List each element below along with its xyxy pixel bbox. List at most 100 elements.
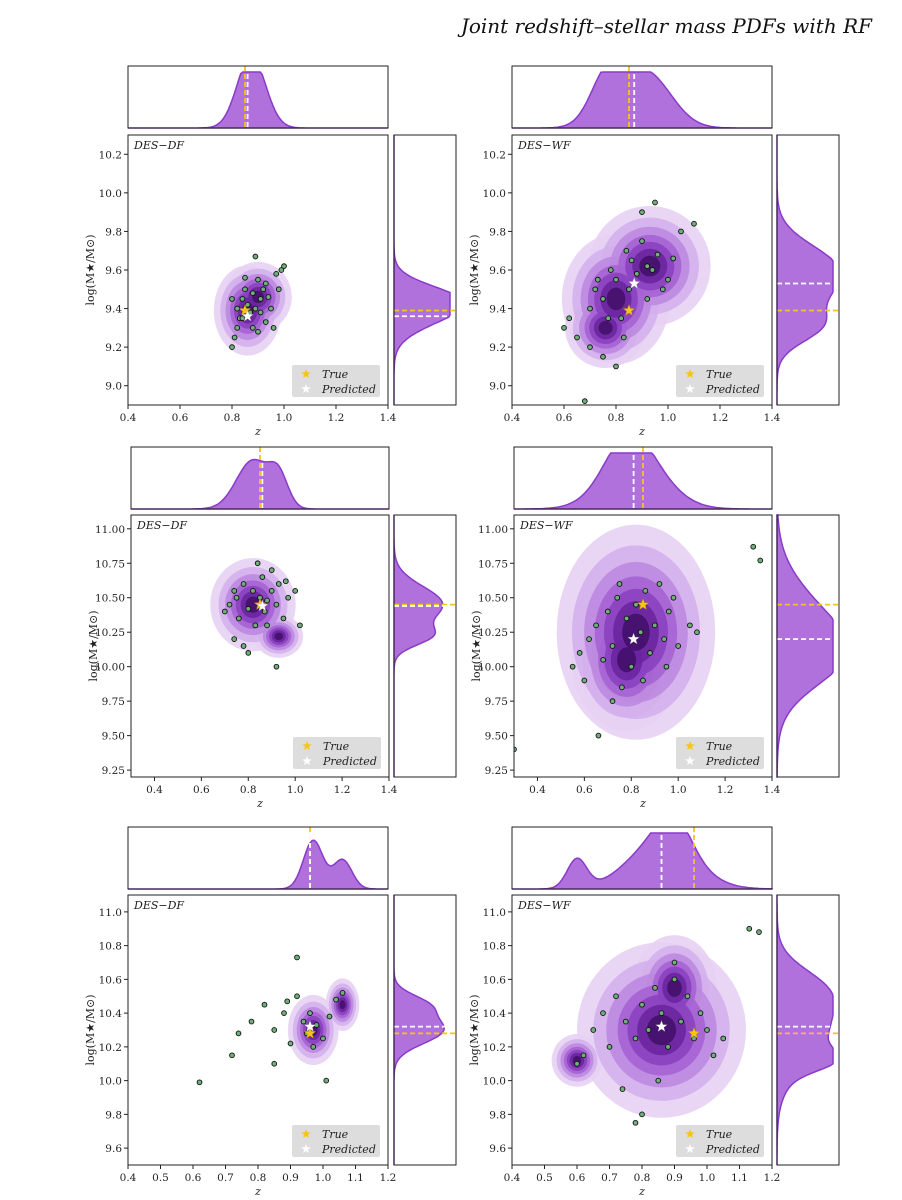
- y-tick-label: 10.75: [478, 558, 508, 570]
- x-tick-label: 0.5: [152, 1172, 169, 1184]
- galaxy-point: [605, 315, 612, 322]
- galaxy-point: [265, 294, 272, 300]
- legend-true-label: True: [323, 740, 350, 753]
- scatter-points: [229, 253, 287, 350]
- legend-predicted-star: [685, 1144, 695, 1153]
- galaxy-point: [271, 1060, 278, 1067]
- side-marginal-frame: [393, 134, 457, 406]
- y-tick-label: 10.75: [95, 558, 125, 570]
- galaxy-point: [561, 325, 567, 331]
- galaxy-point: [659, 286, 666, 293]
- y-tick-label: 10.4: [483, 1008, 507, 1020]
- x-tick-label: 0.7: [601, 1172, 618, 1184]
- galaxy-point: [294, 993, 300, 1000]
- galaxy-point: [606, 1044, 613, 1050]
- legend-true-label: True: [706, 740, 733, 753]
- y-tick-label: 9.25: [102, 765, 125, 777]
- galaxy-point: [613, 276, 619, 283]
- mass-density: [776, 514, 834, 778]
- scatter-points: [574, 925, 762, 1126]
- galaxy-point: [600, 656, 606, 663]
- x-tick-label: 0.4: [146, 784, 163, 796]
- galaxy-point: [287, 1040, 294, 1047]
- x-tick-label: 0.4: [120, 1172, 137, 1184]
- y-axis-label: log(M★/M⊙): [87, 610, 100, 681]
- galaxy-point: [652, 984, 658, 991]
- galaxy-point: [581, 677, 588, 684]
- side-marginal: [776, 894, 840, 1166]
- y-tick-label: 10.0: [483, 188, 506, 200]
- galaxy-point: [593, 622, 599, 629]
- galaxy-point: [600, 296, 606, 302]
- y-tick-label: 10.8: [483, 941, 506, 953]
- galaxy-point: [678, 1018, 684, 1025]
- scatter-points: [514, 543, 764, 753]
- x-tick-label: 1.1: [731, 1172, 748, 1184]
- galaxy-point: [586, 636, 592, 642]
- x-tick-label: 1.2: [328, 412, 345, 424]
- predicted-star: [628, 277, 641, 289]
- galaxy-point: [282, 578, 289, 585]
- galaxy-point: [710, 1052, 717, 1059]
- galaxy-point: [231, 587, 238, 594]
- true-star: [303, 1026, 317, 1039]
- z-density: [128, 839, 388, 890]
- legend-true-star: [685, 741, 695, 750]
- x-tick-label: 0.8: [240, 784, 257, 796]
- galaxy-point: [757, 557, 764, 564]
- galaxy-point: [613, 993, 619, 1000]
- top-marginal: [130, 446, 390, 510]
- galaxy-point: [652, 199, 658, 206]
- galaxy-point: [656, 581, 663, 587]
- galaxy-point: [262, 280, 269, 287]
- y-tick-label: 9.50: [102, 731, 125, 743]
- galaxy-point: [649, 267, 656, 273]
- kde-level: [646, 1014, 677, 1046]
- x-tick-label: 1.2: [764, 1172, 781, 1184]
- side-marginal-frame: [393, 894, 457, 1166]
- galaxy-point: [622, 1018, 629, 1025]
- x-tick-label: 1.4: [380, 412, 397, 424]
- legend-box: [676, 365, 764, 397]
- galaxy-point: [609, 698, 616, 705]
- y-tick-label: 9.0: [105, 381, 122, 393]
- y-tick-label: 10.2: [483, 1042, 506, 1054]
- galaxy-point: [632, 1035, 639, 1042]
- galaxy-point: [647, 650, 653, 656]
- y-tick-label: 11.0: [99, 907, 122, 919]
- legend-true-star: [301, 369, 311, 378]
- x-tick-label: 0.8: [250, 1172, 267, 1184]
- galaxy-point: [569, 663, 576, 670]
- galaxy-point: [234, 325, 241, 331]
- legend-true-label: True: [322, 368, 349, 381]
- top-marginal-frame: [511, 826, 773, 890]
- x-tick-label: 0.8: [608, 412, 625, 424]
- mass-density: [776, 135, 834, 405]
- x-tick-label: 1.2: [334, 784, 351, 796]
- top-marginal: [127, 65, 389, 129]
- galaxy-point: [581, 398, 588, 404]
- galaxy-point: [684, 993, 691, 1000]
- galaxy-point: [275, 286, 282, 293]
- y-tick-label: 9.2: [489, 342, 506, 354]
- galaxy-point: [628, 257, 635, 264]
- galaxy-point: [297, 622, 303, 629]
- legend-predicted-label: Predicted: [321, 1143, 376, 1156]
- galaxy-point: [620, 334, 627, 341]
- scatter-points: [221, 560, 303, 670]
- galaxy-point: [281, 1010, 287, 1016]
- x-tick-label: 0.9: [666, 1172, 683, 1184]
- galaxy-point: [252, 253, 259, 260]
- top-marginal: [513, 446, 773, 510]
- legend-true-star: [302, 741, 312, 750]
- x-tick-label: 0.6: [185, 1172, 202, 1184]
- galaxy-point: [249, 325, 256, 331]
- side-marginal-frame: [393, 514, 457, 778]
- galaxy-point: [264, 597, 270, 604]
- legend-box: [292, 1125, 380, 1157]
- galaxy-point: [242, 286, 248, 293]
- x-tick-label: 1.0: [287, 784, 304, 796]
- legend-predicted-star: [302, 756, 312, 765]
- galaxy-point: [280, 615, 287, 622]
- galaxy-point: [670, 255, 677, 262]
